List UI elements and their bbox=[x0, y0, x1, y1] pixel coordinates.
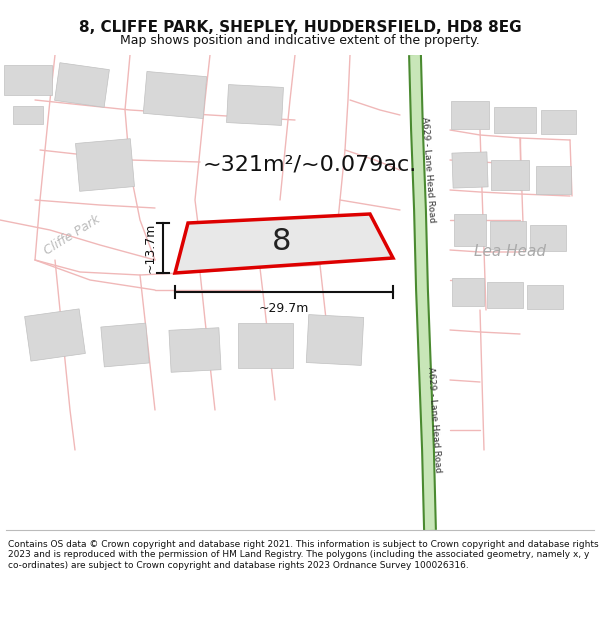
Bar bbox=[55, 62, 109, 107]
Bar bbox=[487, 282, 523, 308]
Text: 8, CLIFFE PARK, SHEPLEY, HUDDERSFIELD, HD8 8EG: 8, CLIFFE PARK, SHEPLEY, HUDDERSFIELD, H… bbox=[79, 20, 521, 35]
Text: ~13.7m: ~13.7m bbox=[144, 222, 157, 273]
Text: 8: 8 bbox=[272, 228, 291, 256]
Bar bbox=[536, 166, 571, 194]
Polygon shape bbox=[175, 214, 393, 273]
Text: ~321m²/~0.079ac.: ~321m²/~0.079ac. bbox=[203, 155, 417, 175]
Bar bbox=[227, 84, 283, 126]
Text: Contains OS data © Crown copyright and database right 2021. This information is : Contains OS data © Crown copyright and d… bbox=[8, 540, 599, 570]
Bar bbox=[494, 107, 536, 133]
Text: ~29.7m: ~29.7m bbox=[259, 302, 309, 315]
Bar bbox=[4, 65, 52, 95]
Bar bbox=[101, 323, 149, 367]
Text: Map shows position and indicative extent of the property.: Map shows position and indicative extent… bbox=[120, 34, 480, 47]
Text: A629 - Lane Head Road: A629 - Lane Head Road bbox=[426, 367, 442, 473]
Bar bbox=[452, 278, 484, 306]
Bar bbox=[169, 328, 221, 372]
Bar bbox=[454, 214, 486, 246]
Bar bbox=[491, 160, 529, 190]
Bar bbox=[13, 106, 43, 124]
Bar bbox=[76, 139, 134, 191]
Bar bbox=[541, 110, 575, 134]
Text: Cliffe Park: Cliffe Park bbox=[41, 213, 103, 258]
Bar bbox=[527, 285, 563, 309]
Text: A629 - Lane Head Road: A629 - Lane Head Road bbox=[420, 117, 436, 223]
Bar bbox=[452, 152, 488, 188]
Text: Lea Head: Lea Head bbox=[474, 244, 546, 259]
Bar bbox=[451, 101, 489, 129]
Bar bbox=[490, 221, 526, 249]
Bar bbox=[238, 322, 293, 368]
Bar bbox=[143, 71, 207, 119]
Bar bbox=[306, 314, 364, 366]
Bar bbox=[530, 225, 566, 251]
Bar bbox=[25, 309, 85, 361]
